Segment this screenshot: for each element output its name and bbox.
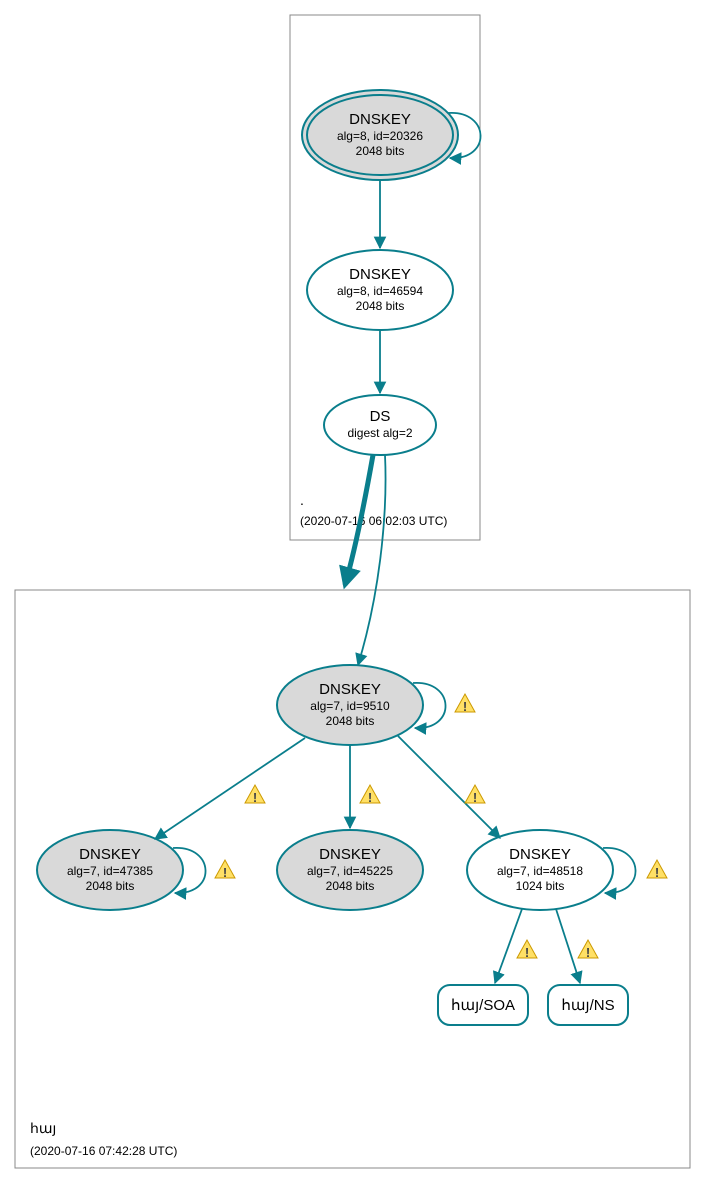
svg-text:!: !	[223, 865, 227, 880]
root-zsk-node: DNSKEY alg=8, id=46594 2048 bits	[307, 250, 453, 330]
svg-text:alg=7, id=45225: alg=7, id=45225	[307, 864, 393, 878]
svg-text:2048 bits: 2048 bits	[86, 879, 135, 893]
svg-text:alg=7, id=48518: alg=7, id=48518	[497, 864, 583, 878]
soa-node: հայ/SOA	[438, 985, 528, 1025]
svg-text:2048 bits: 2048 bits	[326, 879, 375, 893]
dnssec-graph: . (2020-07-16 06:02:03 UTC) հայ (2020-07…	[0, 0, 707, 1183]
svg-text:alg=8, id=20326: alg=8, id=20326	[337, 129, 423, 143]
svg-text:2048 bits: 2048 bits	[326, 714, 375, 728]
warn-childksk-self: !	[455, 694, 475, 714]
edge-ds-childksk	[358, 455, 386, 665]
svg-text:հայ/SOA: հայ/SOA	[451, 997, 515, 1014]
svg-text:DNSKEY: DNSKEY	[319, 681, 381, 698]
edge-48518-ns	[556, 909, 580, 983]
child-zone-timestamp: (2020-07-16 07:42:28 UTC)	[30, 1144, 177, 1158]
warn-ksk-45225: !	[360, 785, 380, 805]
svg-text:DNSKEY: DNSKEY	[349, 266, 411, 283]
svg-text:!: !	[463, 699, 467, 714]
child-zone-label: հայ	[30, 1120, 56, 1136]
child-48518-node: DNSKEY alg=7, id=48518 1024 bits	[467, 830, 613, 910]
svg-text:!: !	[368, 790, 372, 805]
warn-ns: !	[578, 940, 598, 960]
svg-text:!: !	[473, 790, 477, 805]
edge-48518-soa	[495, 909, 522, 983]
warn-soa: !	[517, 940, 537, 960]
edge-ksk-47385	[155, 738, 305, 839]
warn-48518-self: !	[647, 860, 667, 880]
svg-text:digest alg=2: digest alg=2	[347, 426, 412, 440]
ds-node: DS digest alg=2	[324, 395, 436, 455]
svg-text:alg=7, id=47385: alg=7, id=47385	[67, 864, 153, 878]
svg-text:DNSKEY: DNSKEY	[319, 846, 381, 863]
child-ksk-node: DNSKEY alg=7, id=9510 2048 bits	[277, 665, 423, 745]
svg-text:հայ/NS: հայ/NS	[561, 997, 614, 1014]
svg-text:alg=7, id=9510: alg=7, id=9510	[310, 699, 390, 713]
svg-text:!: !	[655, 865, 659, 880]
edge-ksk-48518	[398, 736, 500, 838]
warn-47385-self: !	[215, 860, 235, 880]
child-45225-node: DNSKEY alg=7, id=45225 2048 bits	[277, 830, 423, 910]
svg-text:2048 bits: 2048 bits	[356, 144, 405, 158]
root-zone-timestamp: (2020-07-16 06:02:03 UTC)	[300, 514, 447, 528]
svg-text:!: !	[586, 945, 590, 960]
svg-text:1024 bits: 1024 bits	[516, 879, 565, 893]
child-47385-node: DNSKEY alg=7, id=47385 2048 bits	[37, 830, 183, 910]
svg-text:DNSKEY: DNSKEY	[79, 846, 141, 863]
svg-text:DS: DS	[370, 408, 391, 425]
warn-ksk-47385: !	[245, 785, 265, 805]
svg-text:2048 bits: 2048 bits	[356, 299, 405, 313]
root-ksk-node: DNSKEY alg=8, id=20326 2048 bits	[302, 90, 458, 180]
ns-node: հայ/NS	[548, 985, 628, 1025]
svg-text:DNSKEY: DNSKEY	[509, 846, 571, 863]
svg-text:alg=8, id=46594: alg=8, id=46594	[337, 284, 423, 298]
root-zone-label: .	[300, 492, 304, 508]
svg-text:!: !	[525, 945, 529, 960]
warn-ksk-48518: !	[465, 785, 485, 805]
svg-text:DNSKEY: DNSKEY	[349, 111, 411, 128]
svg-text:!: !	[253, 790, 257, 805]
